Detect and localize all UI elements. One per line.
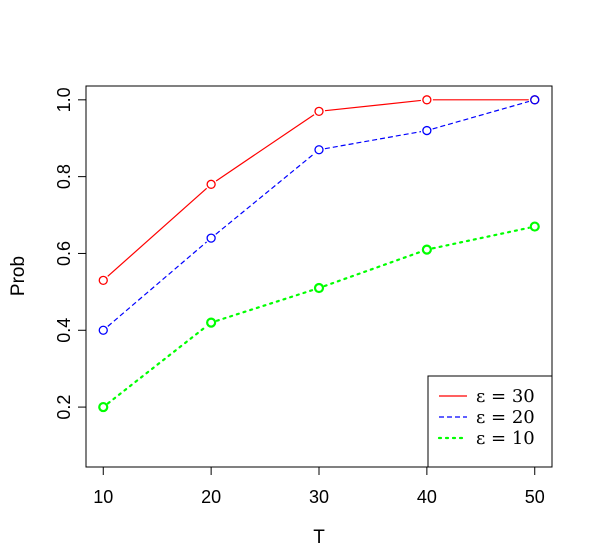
- data-point: [313, 282, 325, 294]
- legend-label: ε = 20: [476, 407, 535, 428]
- series-1: [98, 95, 540, 285]
- x-tick-label: 40: [417, 487, 437, 507]
- data-point: [98, 275, 108, 285]
- data-point: [98, 325, 108, 335]
- data-point: [314, 106, 324, 116]
- legend-label: ε = 30: [476, 386, 535, 407]
- x-tick-label: 20: [201, 487, 221, 507]
- series-line-segment: [215, 288, 315, 322]
- series-line-segment: [106, 325, 208, 405]
- data-point: [422, 125, 432, 136]
- y-tick-label: 0.2: [54, 395, 74, 420]
- data-point: [530, 95, 540, 105]
- y-axis: 0.2 0.4 0.6 0.8 1.0: [54, 87, 87, 420]
- y-tick-label: 0.4: [54, 318, 74, 343]
- series-line-segment: [432, 100, 530, 130]
- x-tick-label: 30: [309, 487, 329, 507]
- series-line-segment: [107, 241, 207, 327]
- series-line-segment: [215, 153, 315, 235]
- y-axis-title: Prob: [8, 256, 29, 296]
- data-point: [529, 221, 540, 232]
- legend-label: ε = 10: [476, 428, 535, 449]
- series-line-segment: [323, 250, 423, 288]
- x-tick-label: 10: [93, 487, 113, 507]
- data-point: [98, 401, 109, 413]
- data-point: [314, 145, 324, 155]
- y-tick-label: 0.8: [54, 164, 74, 189]
- series-3: [98, 221, 540, 413]
- legend-box: [427, 375, 553, 468]
- y-tick-label: 0.6: [54, 241, 74, 266]
- series-line-segment: [324, 99, 421, 112]
- data-point: [422, 95, 432, 105]
- data-point: [421, 244, 432, 255]
- series-2: [98, 95, 540, 335]
- x-axis-title: T: [313, 527, 325, 547]
- legend: ε = 30ε = 20ε = 10: [427, 375, 553, 468]
- series-line-segment: [215, 114, 315, 182]
- series-layer: [98, 95, 540, 413]
- data-point: [206, 317, 217, 328]
- series-line-segment: [431, 226, 530, 250]
- data-point: [206, 179, 216, 189]
- data-point: [206, 233, 216, 243]
- x-tick-label: 50: [525, 487, 545, 507]
- y-tick-label: 1.0: [54, 87, 74, 112]
- x-axis: 10 20 30 40 50: [93, 466, 545, 507]
- series-line-segment: [107, 187, 208, 277]
- series-line-segment: [324, 131, 422, 150]
